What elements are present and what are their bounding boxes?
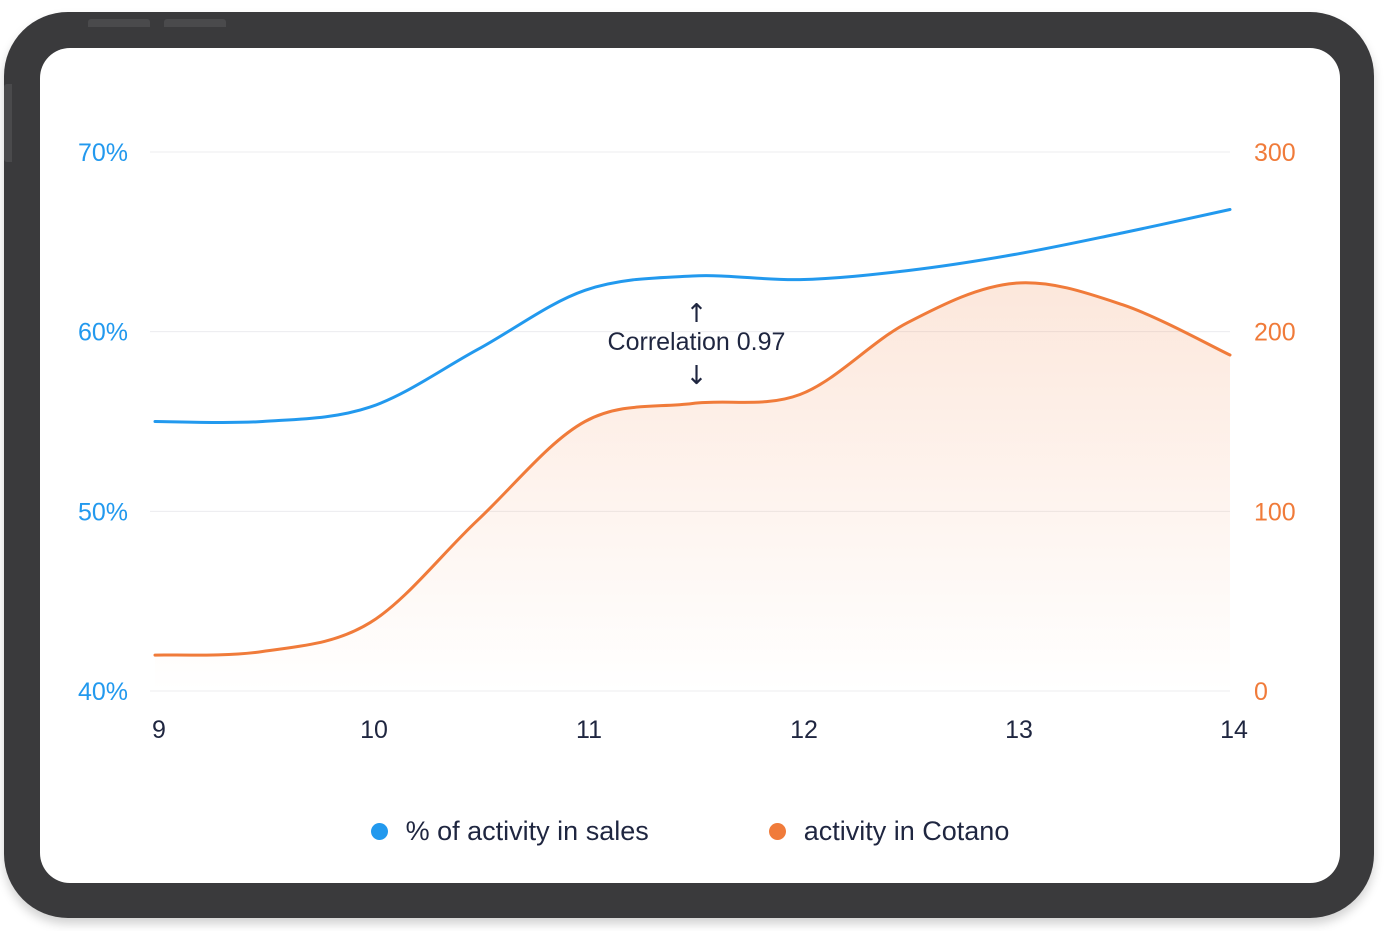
legend-dot-sales (370, 823, 388, 840)
tablet-button-top-2 (164, 19, 226, 27)
tablet-button-top-1 (88, 19, 150, 27)
x-tick-label-1: 10 (360, 716, 388, 744)
series-area-1 (155, 282, 1230, 691)
y-left-tick-label-0: 40% (78, 678, 128, 706)
legend-label-sales: % of activity in sales (405, 816, 649, 846)
x-tick-label-0: 9 (152, 716, 166, 744)
x-tick-label-4: 13 (1005, 716, 1033, 744)
x-tick-label-5: 14 (1220, 716, 1248, 744)
tablet-screen: 40% 50% 60% 70% 0 100 200 300 9 10 11 12 13 14 Correl… (40, 48, 1340, 883)
y-right-tick-label-0: 0 (1254, 678, 1268, 706)
y-right-tick-label-3: 300 (1254, 139, 1296, 167)
x-tick-label-3: 12 (790, 716, 818, 744)
legend-label-cotano: activity in Cotano (803, 816, 1010, 846)
y-right-tick-label-2: 200 (1254, 319, 1296, 347)
x-tick-label-2: 11 (576, 716, 602, 744)
annotation-arrow-up-icon: ↑ (686, 299, 708, 329)
chart-legend: % of activity in sales activity in Cotan… (40, 816, 1340, 847)
y-left-tick-label-2: 60% (78, 319, 128, 347)
series-line-1 (153, 281, 1232, 657)
legend-item-sales: % of activity in sales (370, 816, 649, 847)
legend-dot-cotano (768, 823, 786, 840)
y-left-tick-label-3: 70% (78, 139, 128, 167)
line-chart: 40% 50% 60% 70% 0 100 200 300 9 10 11 12 13 14 Correl… (78, 139, 1296, 744)
annotation-text: Correlation 0.97 (608, 328, 786, 356)
series-line-0 (153, 208, 1232, 425)
annotation-arrow-down-icon: ↓ (686, 361, 708, 391)
tablet-button-side (4, 84, 12, 162)
legend-item-cotano: activity in Cotano (768, 816, 1010, 847)
y-left-tick-label-1: 50% (78, 498, 128, 526)
y-right-tick-label-1: 100 (1254, 498, 1296, 526)
